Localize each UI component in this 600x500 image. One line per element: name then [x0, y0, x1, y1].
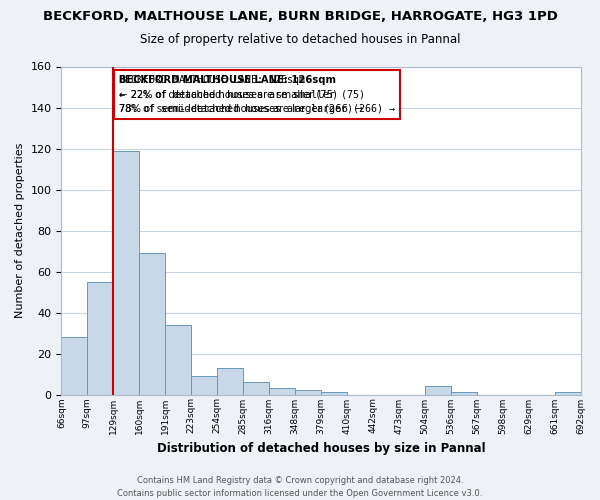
- Text: BECKFORD, MALTHOUSE LANE, BURN BRIDGE, HARROGATE, HG3 1PD: BECKFORD, MALTHOUSE LANE, BURN BRIDGE, H…: [43, 10, 557, 23]
- Bar: [554, 392, 581, 394]
- Bar: [269, 388, 295, 394]
- Text: Size of property relative to detached houses in Pannal: Size of property relative to detached ho…: [140, 32, 460, 46]
- Text: BECKFORD MALTHOUSE LANE: 126sqm
← 22% of detached houses are smaller (75)
78% of: BECKFORD MALTHOUSE LANE: 126sqm ← 22% of…: [119, 74, 395, 114]
- Bar: [165, 325, 191, 394]
- Bar: [321, 392, 347, 394]
- Bar: [139, 253, 165, 394]
- Text: ← 22% of detached houses are smaller (75)
78% of semi-detached houses are larger: ← 22% of detached houses are smaller (75…: [119, 89, 363, 114]
- Text: BECKFORD MALTHOUSE LANE: 126sqm: BECKFORD MALTHOUSE LANE: 126sqm: [119, 74, 335, 85]
- X-axis label: Distribution of detached houses by size in Pannal: Distribution of detached houses by size …: [157, 442, 485, 455]
- Bar: [88, 282, 113, 395]
- Y-axis label: Number of detached properties: Number of detached properties: [15, 143, 25, 318]
- Bar: [451, 392, 476, 394]
- Bar: [243, 382, 269, 394]
- Bar: [61, 337, 88, 394]
- Bar: [295, 390, 321, 394]
- Bar: [191, 376, 217, 394]
- Bar: [113, 150, 139, 394]
- Bar: [425, 386, 451, 394]
- Bar: [217, 368, 243, 394]
- Text: Contains HM Land Registry data © Crown copyright and database right 2024.
Contai: Contains HM Land Registry data © Crown c…: [118, 476, 482, 498]
